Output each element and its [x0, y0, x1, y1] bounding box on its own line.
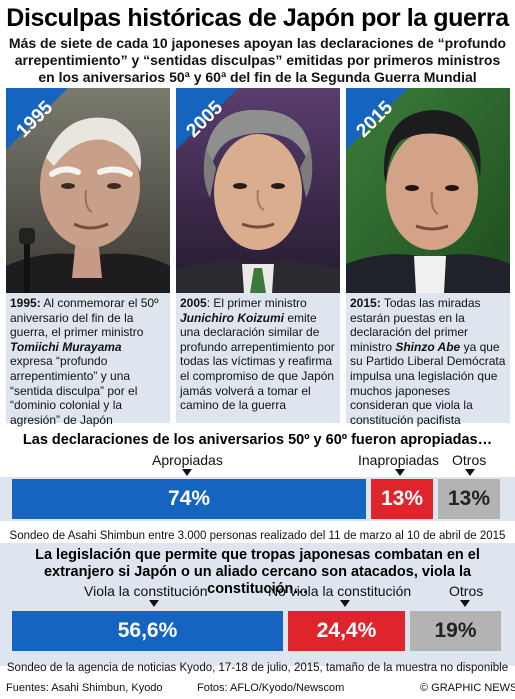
- caption-2015-name: Shinzo Abe: [395, 339, 461, 354]
- footer-photos: Fotos: AFLO/Kyodo/Newscom: [197, 682, 345, 694]
- caption-1995-name: Tomiichi Murayama: [10, 339, 122, 354]
- chart2-value-label-2: 24,4%: [316, 619, 377, 642]
- photo-panel-2015: 2015: [346, 88, 510, 293]
- chart1-label-apropiadas: Apropiadas: [152, 452, 223, 468]
- chart1-label-inapropiadas: Inapropiadas: [358, 452, 439, 468]
- caption-1995-text-b: expresa “profundo arrepentimiento” y una…: [10, 354, 138, 427]
- chart2-value-label-1: 56,6%: [117, 619, 178, 642]
- photo-panel-2005: 2005: [176, 88, 340, 293]
- chart2-bar-1: 56,6%: [12, 611, 283, 651]
- caption-2005-name: Junichiro Koizumi: [180, 310, 285, 325]
- chart1-bar-2: 13%: [371, 479, 433, 519]
- footer-sources: Fuentes: Asahi Shimbun, Kyodo: [6, 682, 163, 694]
- portrait-koizumi: 2005: [176, 88, 340, 293]
- chart1-bar-1: 74%: [12, 479, 366, 519]
- chart2-tick-3: [460, 600, 470, 607]
- page-title: Disculpas históricas de Japón por la gue…: [6, 4, 509, 32]
- chart2-label-no-viola: No viola la constitución: [268, 583, 412, 599]
- footer-credit: © GRAPHIC NEWS: [420, 682, 515, 694]
- caption-1995-text-a: Al conmemorar el 50º aniversario del fin…: [10, 296, 159, 340]
- portrait-murayama: 1995: [6, 88, 170, 293]
- photo-panel-1995: 1995: [6, 88, 170, 293]
- caption-2015-text-a: Todas las miradas estarán puestas en la …: [350, 296, 481, 354]
- caption-2015-year: 2015:: [350, 296, 381, 310]
- chart1-value-label-1: 74%: [167, 487, 211, 510]
- chart1-tick-3: [465, 469, 475, 476]
- chart2-title: La legislación que permite que tropas ja…: [35, 547, 480, 597]
- chart2-tick-2: [340, 600, 350, 607]
- chart1-value-label-2: 13%: [380, 487, 424, 510]
- caption-1995-year: 1995:: [10, 296, 41, 310]
- caption-2005-text-a: : El primer ministro: [206, 296, 307, 310]
- caption-2015: 2015: Todas las miradas estarán puestas …: [346, 293, 510, 427]
- caption-2005-year: 2005: [180, 296, 207, 310]
- chart1-source: Sondeo de Asahi Shimbun entre 3.000 pers…: [9, 530, 506, 542]
- chart1-label-otros: Otros: [452, 452, 487, 468]
- portrait-abe: 2015: [346, 88, 510, 293]
- chart2-value-label-3: 19%: [434, 619, 477, 642]
- chart2-bar-3: 19%: [410, 611, 501, 651]
- caption-2005-text-b: emite una declaración similar de profund…: [180, 310, 335, 413]
- chart2-source: Sondeo de la agencia de noticias Kyodo, …: [6, 662, 509, 674]
- caption-2015-text-b: ya que su Partido Liberal Demócrata impu…: [350, 339, 506, 427]
- page-subtitle: Más de siete de cada 10 japoneses apoyan…: [8, 35, 507, 85]
- chart1-bar-3: 13%: [438, 479, 500, 519]
- chart2-label-otros: Otros: [449, 583, 484, 599]
- chart1-tick-1: [182, 469, 192, 476]
- caption-1995: 1995: Al conmemorar el 50º aniversario d…: [6, 293, 170, 427]
- chart2-tick-1: [149, 600, 159, 607]
- caption-2005: 2005: El primer ministro Junichiro Koizu…: [176, 293, 340, 423]
- chart2-bar-2: 24,4%: [288, 611, 405, 651]
- chart2-label-viola: Viola la constitución: [84, 583, 208, 599]
- chart1-value-label-3: 13%: [447, 487, 491, 510]
- chart1-tick-2: [395, 469, 405, 476]
- chart1-title: Las declaraciones de los aniversarios 50…: [22, 432, 493, 448]
